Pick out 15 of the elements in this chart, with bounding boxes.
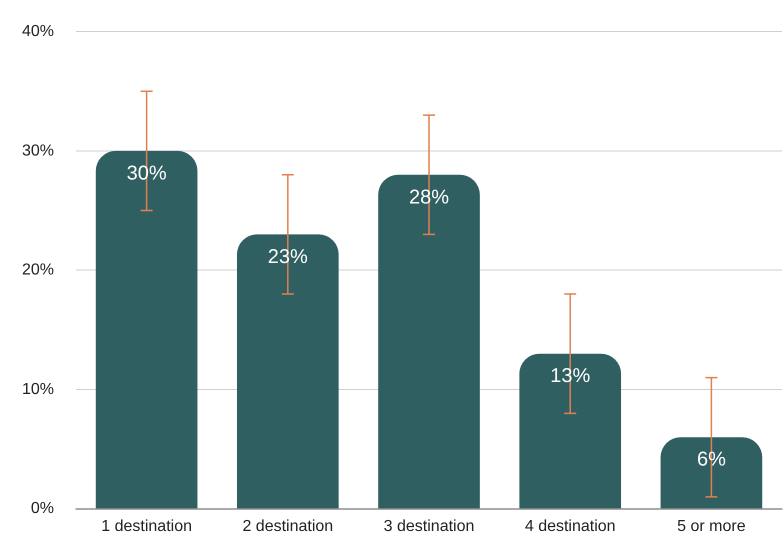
y-tick-label: 20% [22, 262, 54, 279]
x-tick-label: 2 destination [242, 518, 334, 535]
y-tick-label: 30% [22, 142, 54, 160]
x-tick-label: 5 or more [677, 518, 746, 535]
bar [378, 174, 480, 508]
bar [96, 150, 198, 508]
bar [519, 354, 622, 508]
y-tick-label: 10% [22, 380, 54, 398]
x-tick-label: 1 destination [101, 518, 192, 535]
x-tick-label: 4 destination [524, 518, 616, 535]
y-tick-label: 40% [22, 23, 54, 40]
bar [236, 234, 339, 508]
x-tick-label: 3 destination [384, 518, 474, 535]
y-tick-label: 0% [30, 500, 54, 518]
bar [660, 437, 762, 508]
